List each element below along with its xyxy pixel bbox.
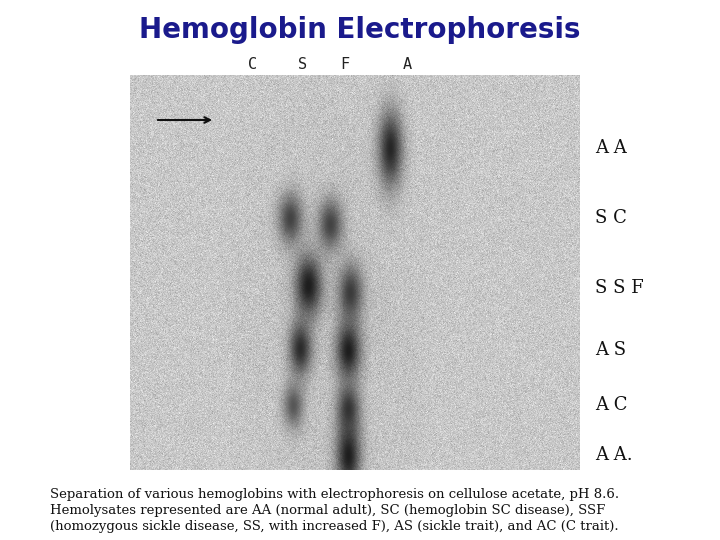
Text: Separation of various hemoglobins with electrophoresis on cellulose acetate, pH : Separation of various hemoglobins with e… [50, 488, 619, 501]
Text: A C: A C [595, 396, 628, 414]
Text: A A.: A A. [595, 446, 633, 464]
Text: S S F: S S F [595, 279, 644, 297]
Text: F: F [341, 57, 350, 72]
Text: A: A [402, 57, 412, 72]
Text: C: C [248, 57, 258, 72]
Text: S: S [298, 57, 307, 72]
Text: Hemolysates represented are AA (normal adult), SC (hemoglobin SC disease), SSF: Hemolysates represented are AA (normal a… [50, 504, 606, 517]
Text: (homozygous sickle disease, SS, with increased F), AS (sickle trait), and AC (C : (homozygous sickle disease, SS, with inc… [50, 520, 618, 533]
Text: A A: A A [595, 139, 626, 157]
Text: S C: S C [595, 209, 627, 227]
Text: A S: A S [595, 341, 626, 359]
Text: Hemoglobin Electrophoresis: Hemoglobin Electrophoresis [139, 16, 581, 44]
